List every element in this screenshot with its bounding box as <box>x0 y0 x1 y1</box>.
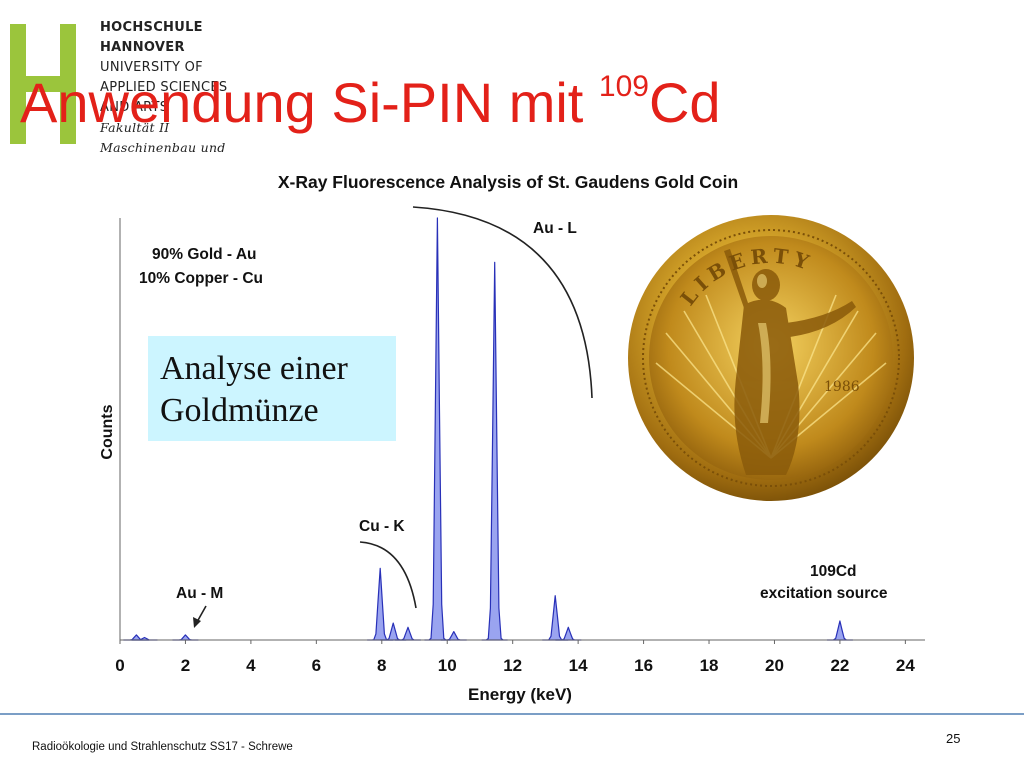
x-axis-label: Energy (keV) <box>468 685 572 704</box>
institution-line-3: UNIVERSITY OF <box>100 60 203 75</box>
x-tick-label-8: 16 <box>634 656 653 675</box>
au-m-arrow <box>196 605 207 623</box>
spectrum-peak-8 <box>481 261 508 641</box>
xrf-spectrum-chart: 0 2 4 6 8 10 12 14 16 18 20 22 24 Energy (keV) Count… <box>99 206 925 704</box>
spectrum-peak-11 <box>826 620 854 641</box>
source-label-text: excitation source <box>760 585 888 602</box>
x-tick-label-2: 4 <box>246 656 256 675</box>
callout-line-2: Goldmünze <box>160 392 319 429</box>
footer-course-text: Radioökologie und Strahlenschutz SS17 - … <box>32 741 293 753</box>
x-tick-label-7: 14 <box>569 656 588 675</box>
page-number: 25 <box>946 731 961 746</box>
cu-k-label: Cu - K <box>359 518 405 535</box>
chart-title: X-Ray Fluorescence Analysis of St. Gaude… <box>0 172 1024 193</box>
spectrum-peak-2 <box>172 634 199 641</box>
x-tick-label-9: 18 <box>700 656 719 675</box>
au-m-arrowhead <box>193 617 201 628</box>
coin-year: 1986 <box>824 379 860 395</box>
au-m-label: Au - M <box>176 585 224 602</box>
gold-coin-image: LIBERTY 1986 <box>628 215 914 501</box>
x-tick-label-1: 2 <box>181 656 190 675</box>
x-tick-label-10: 20 <box>765 656 784 675</box>
liberty-highlights <box>757 274 771 423</box>
title-superscript: 109 <box>598 70 649 103</box>
composition-gold: 90% Gold - Au <box>152 246 257 263</box>
x-tick-label-5: 10 <box>438 656 457 675</box>
hochschule-logo-icon <box>10 24 76 144</box>
coin-beading <box>642 229 900 487</box>
faculty-line-1: Fakultät II <box>100 120 170 135</box>
x-tick-label-3: 6 <box>312 656 321 675</box>
x-tick-label-12: 24 <box>896 656 915 675</box>
y-axis-label: Counts <box>99 404 116 459</box>
title-suffix: Cd <box>648 71 721 134</box>
faculty-line-2: Maschinenbau und <box>100 140 226 155</box>
callout-line-1: Analyse einer <box>160 350 348 387</box>
cu-k-bracket <box>359 541 417 609</box>
x-tick-label-11: 22 <box>830 656 849 675</box>
x-tick-labels: 0 2 4 6 8 10 12 14 16 18 20 22 24 <box>115 640 915 675</box>
x-tick-label-4: 8 <box>377 656 386 675</box>
footer-divider <box>0 713 1024 715</box>
source-label-isotope: 109Cd <box>810 563 857 580</box>
spectrum-peak-5 <box>394 626 422 641</box>
institution-line-4: APPLIED SCIENCES <box>100 80 228 95</box>
spectrum-peak-3 <box>366 567 394 641</box>
chart-title-text: X-Ray Fluorescence Analysis of St. Gaude… <box>277 172 739 192</box>
au-l-label: Au - L <box>533 220 577 237</box>
title-main: Anwendung Si-PIN mit <box>20 71 599 134</box>
composition-copper: 10% Copper - Cu <box>139 270 264 287</box>
au-l-bracket <box>412 206 593 399</box>
institution-line-2: HANNOVER <box>100 40 185 55</box>
slide-title: Anwendung Si-PIN mit 109Cd <box>20 72 721 131</box>
institution-line-5: AND ARTS <box>100 100 169 115</box>
spectrum-peak-9 <box>541 595 569 641</box>
x-tick-label-6: 12 <box>503 656 522 675</box>
callout-box: Analyse einer Goldmünze <box>148 336 396 441</box>
x-tick-label-0: 0 <box>115 656 124 675</box>
institution-name: HOCHSCHULE HANNOVER UNIVERSITY OF APPLIE… <box>100 18 270 158</box>
institution-line-1: HOCHSCHULE <box>100 20 203 35</box>
spectrum-peak-6 <box>424 217 451 641</box>
